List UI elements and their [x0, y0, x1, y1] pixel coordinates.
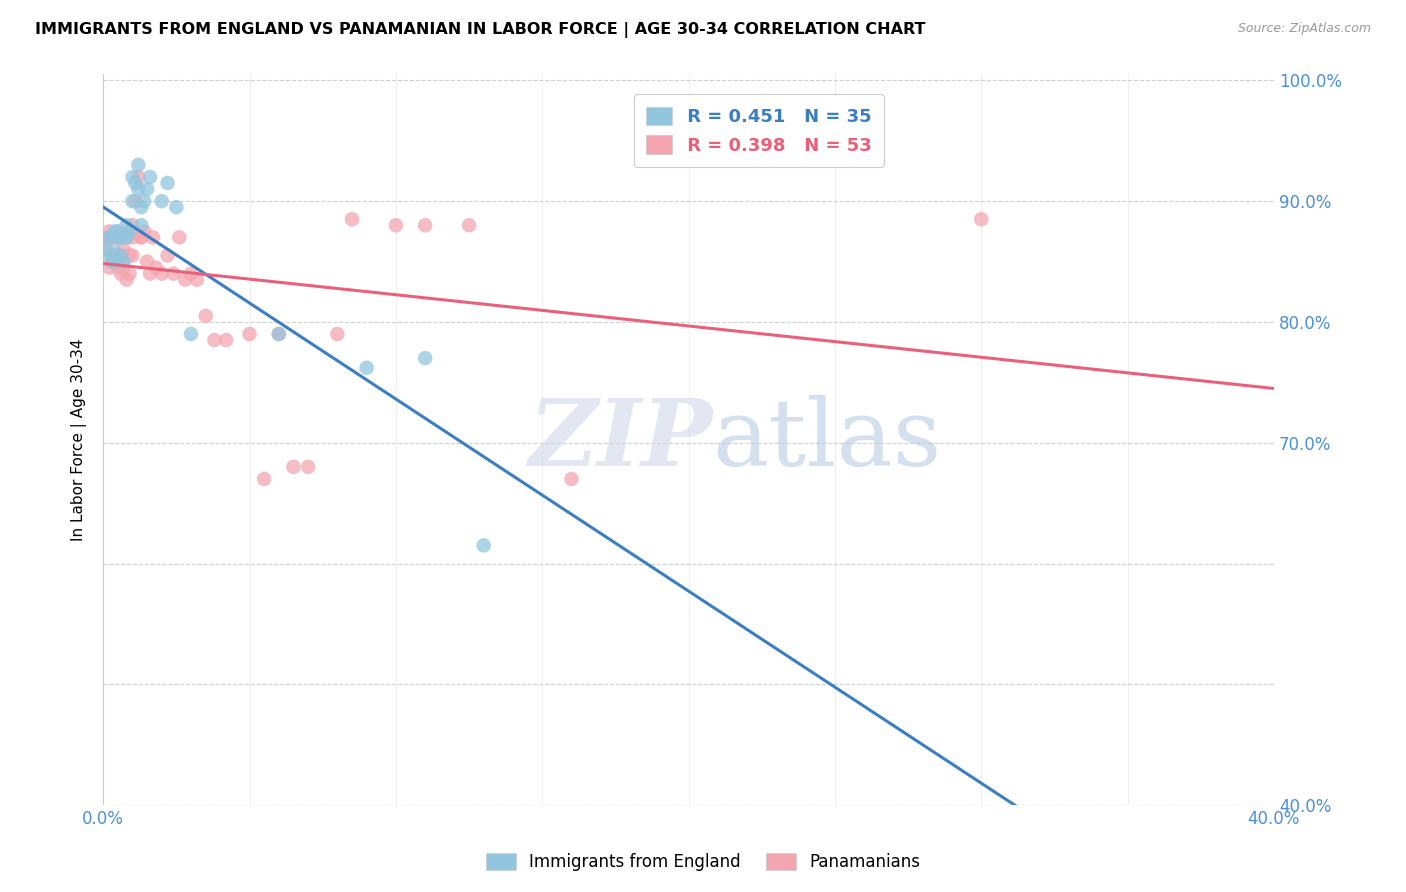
Point: [94, 243, 117, 257]
Point: [165, 200, 187, 214]
Point: [98, 224, 121, 238]
Point: [180, 267, 202, 281]
Point: [110, 248, 132, 262]
Point: [267, 326, 290, 341]
Point: [112, 254, 135, 268]
Point: [169, 230, 191, 244]
Point: [215, 333, 238, 347]
Point: [98, 260, 121, 275]
Point: [458, 219, 481, 233]
Point: [121, 219, 143, 233]
Point: [127, 169, 149, 184]
Point: [107, 260, 129, 275]
Point: [121, 248, 143, 262]
Point: [156, 176, 179, 190]
Point: [162, 267, 184, 281]
Point: [204, 333, 226, 347]
Point: [112, 243, 135, 257]
Text: ZIP: ZIP: [527, 394, 711, 484]
Legend:  R = 0.451   N = 35,  R = 0.398   N = 53: R = 0.451 N = 35, R = 0.398 N = 53: [634, 95, 884, 168]
Point: [107, 230, 129, 244]
Text: atlas: atlas: [711, 394, 941, 484]
Point: [129, 219, 152, 233]
Point: [136, 182, 159, 196]
Point: [118, 248, 141, 262]
Text: IMMIGRANTS FROM ENGLAND VS PANAMANIAN IN LABOR FORCE | AGE 30-34 CORRELATION CHA: IMMIGRANTS FROM ENGLAND VS PANAMANIAN IN…: [35, 22, 925, 38]
Point: [101, 230, 124, 244]
Legend: Immigrants from England, Panamanians: Immigrants from England, Panamanians: [478, 845, 928, 880]
Point: [110, 267, 132, 281]
Point: [94, 243, 117, 257]
Point: [127, 182, 149, 196]
Point: [110, 230, 132, 244]
Point: [115, 230, 138, 244]
Point: [107, 254, 129, 268]
Point: [115, 219, 138, 233]
Point: [413, 219, 436, 233]
Point: [134, 194, 156, 208]
Point: [194, 309, 217, 323]
Point: [124, 194, 146, 208]
Point: [127, 158, 149, 172]
Point: [970, 212, 993, 227]
Point: [94, 230, 117, 244]
Point: [124, 176, 146, 190]
Point: [145, 260, 167, 275]
Point: [121, 194, 143, 208]
Point: [104, 230, 127, 244]
Point: [297, 459, 319, 474]
Point: [253, 472, 276, 486]
Point: [340, 212, 363, 227]
Point: [110, 230, 132, 244]
Point: [98, 230, 121, 244]
Point: [139, 169, 162, 184]
Point: [139, 267, 162, 281]
Point: [101, 230, 124, 244]
Point: [101, 254, 124, 268]
Point: [112, 230, 135, 244]
Point: [101, 254, 124, 268]
Point: [238, 326, 260, 341]
Point: [115, 230, 138, 244]
Point: [121, 169, 143, 184]
Point: [107, 224, 129, 238]
Text: Source: ZipAtlas.com: Source: ZipAtlas.com: [1237, 22, 1371, 36]
Point: [174, 273, 197, 287]
Point: [356, 360, 378, 375]
Point: [560, 472, 582, 486]
Point: [186, 273, 208, 287]
Point: [129, 230, 152, 244]
Point: [118, 224, 141, 238]
Point: [267, 326, 290, 341]
Point: [121, 230, 143, 244]
Point: [110, 248, 132, 262]
Point: [472, 538, 495, 552]
Point: [156, 248, 179, 262]
Point: [142, 230, 165, 244]
Point: [115, 273, 138, 287]
Point: [104, 248, 127, 262]
Point: [112, 260, 135, 275]
Point: [107, 230, 129, 244]
Point: [129, 230, 152, 244]
Point: [104, 224, 127, 238]
Point: [385, 219, 408, 233]
Point: [413, 351, 436, 366]
Point: [134, 224, 156, 238]
Point: [283, 459, 305, 474]
Point: [180, 326, 202, 341]
Point: [150, 194, 173, 208]
Point: [326, 326, 349, 341]
Y-axis label: In Labor Force | Age 30-34: In Labor Force | Age 30-34: [72, 338, 87, 541]
Point: [104, 244, 127, 259]
Point: [129, 200, 152, 214]
Point: [118, 267, 141, 281]
Point: [136, 254, 159, 268]
Point: [98, 248, 121, 262]
Point: [150, 267, 173, 281]
